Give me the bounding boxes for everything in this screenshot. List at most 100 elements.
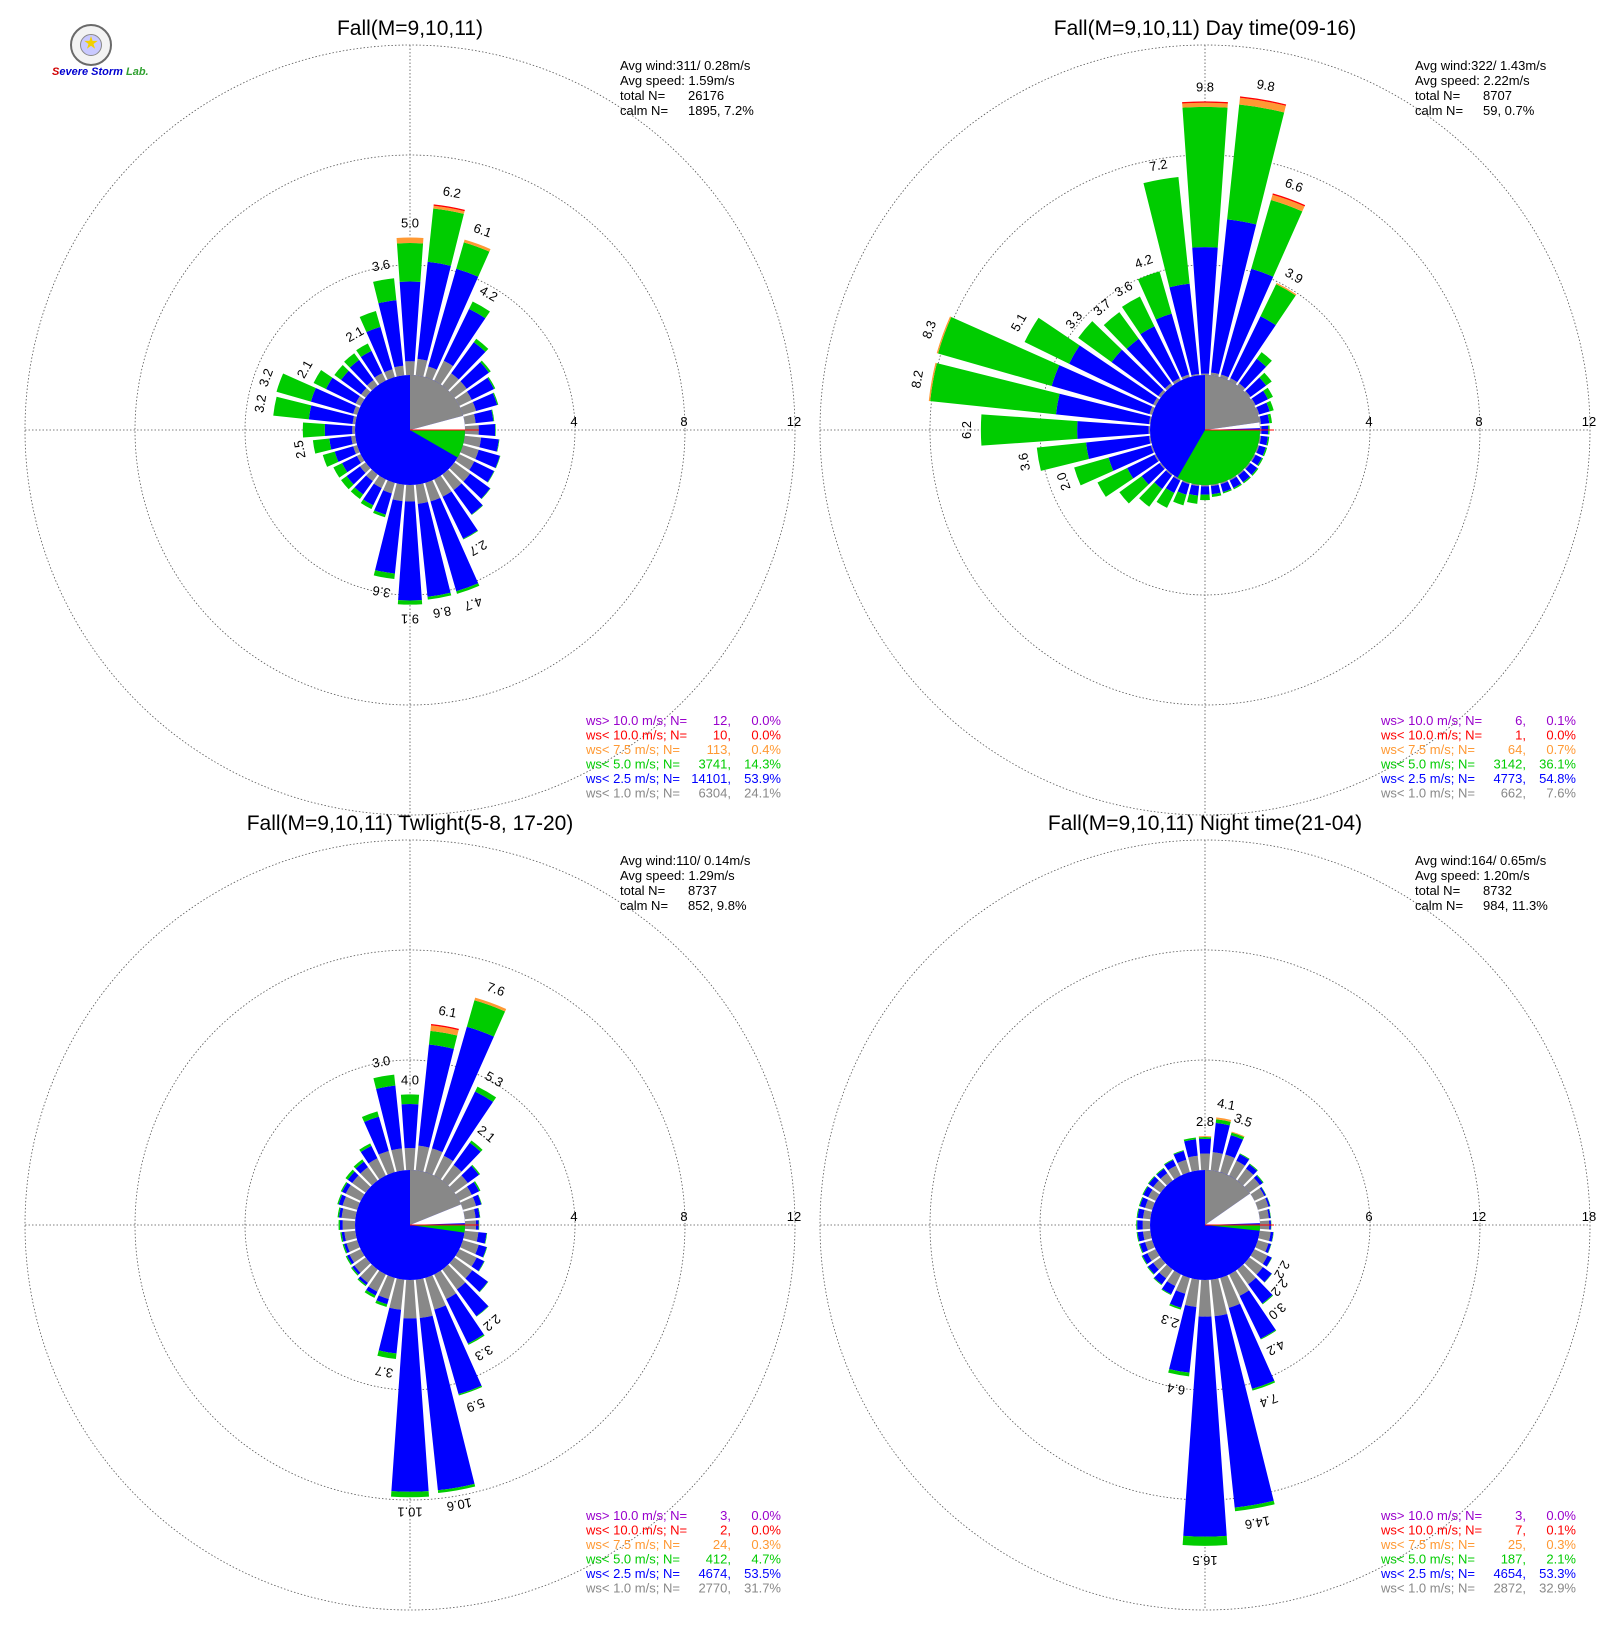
ring-tick-label: 8	[680, 1209, 687, 1224]
wind-bar-segment	[342, 1220, 356, 1230]
legend-label: ws< 2.5 m/s; N=	[1380, 771, 1475, 786]
wind-bar-segment	[1177, 481, 1190, 495]
stats-line: calm N=	[620, 898, 668, 913]
wind-bar-segment	[376, 1085, 402, 1151]
legend-count: 64,	[1508, 742, 1526, 757]
wind-bar-segment	[1140, 326, 1180, 383]
wind-bar-segment	[1265, 1197, 1271, 1207]
wind-bar-segment	[1210, 1152, 1223, 1172]
wind-bar-segment	[1142, 1253, 1152, 1264]
direction-label: 3.7	[374, 1363, 394, 1381]
legend-percent: 53.3%	[1539, 1566, 1576, 1581]
wind-bar-segment	[417, 502, 451, 597]
wind-bar-segment	[349, 359, 374, 386]
wind-bar-segment	[338, 1194, 346, 1206]
direction-label: 2.3	[1159, 1311, 1181, 1331]
wind-bar-segment	[1182, 106, 1228, 248]
wind-bar-segment	[361, 1111, 379, 1122]
legend-percent: 0.1%	[1546, 713, 1576, 728]
wind-bar-segment	[1192, 247, 1218, 374]
direction-label: 2.1	[343, 323, 366, 345]
direction-label: 6.6	[1283, 175, 1305, 195]
wind-bar-segment	[478, 1207, 481, 1218]
direction-label: 5.0	[401, 216, 419, 231]
direction-label: 2.2	[480, 1311, 503, 1334]
direction-label: 4.0	[401, 1072, 419, 1087]
wind-bar-segment	[1173, 1150, 1184, 1155]
wind-bar-segment	[1266, 400, 1274, 412]
legend-count: 24,	[713, 1537, 731, 1552]
wind-bar-segment	[1201, 373, 1209, 376]
wind-bar-segment	[1187, 494, 1199, 504]
wind-bar-segment	[337, 1194, 343, 1205]
wind-bar-segment	[1078, 321, 1122, 363]
wind-bar-segment	[455, 454, 475, 470]
wind-bar-segment	[415, 483, 428, 504]
wind-bar-segment	[433, 204, 465, 212]
direction-label: 7.6	[485, 979, 507, 999]
wind-bar-segment	[449, 381, 467, 398]
legend-label: ws< 2.5 m/s; N=	[585, 771, 680, 786]
direction-label: 3.0	[371, 1053, 391, 1071]
wind-bar-segment	[1265, 1243, 1272, 1253]
direction-label: 3.9	[1282, 265, 1305, 287]
legend-count: 4674,	[698, 1566, 731, 1581]
wind-bar-segment	[1210, 1278, 1228, 1317]
wind-bar-segment	[1269, 1208, 1272, 1219]
wind-bar-segment	[1167, 1270, 1181, 1286]
wind-bar-segment	[341, 370, 367, 395]
wind-bar-segment	[405, 484, 415, 502]
wind-bar-segment	[1239, 1153, 1250, 1160]
calm-sector	[410, 1170, 461, 1225]
wind-bar-segment	[403, 1279, 417, 1319]
wind-bar-segment	[463, 239, 491, 252]
legend-label: ws< 10.0 m/s; N=	[585, 1523, 687, 1538]
stats-value: 8707	[1483, 88, 1512, 103]
direction-label: 4.2	[1133, 251, 1155, 271]
stats-value: 1895, 7.2%	[688, 103, 754, 118]
wind-bar-segment	[1169, 1290, 1186, 1308]
wind-bar-segment	[479, 1281, 489, 1293]
wind-bar-segment	[1161, 1281, 1176, 1295]
wind-bar-segment	[1097, 467, 1134, 497]
wind-bar-segment	[366, 469, 378, 482]
legend-percent: 7.6%	[1546, 786, 1576, 801]
direction-label: 2.1	[294, 358, 316, 381]
wind-bar-segment	[344, 353, 360, 368]
wind-bar-segment	[1175, 1275, 1190, 1294]
wind-bar-segment	[1220, 480, 1228, 485]
wind-bar-segment	[1220, 374, 1229, 380]
wind-bar-segment	[337, 1207, 341, 1218]
wind-bar-segment	[1145, 1199, 1155, 1210]
wind-bar-segment	[343, 1243, 350, 1253]
wind-bar-segment	[1251, 454, 1262, 466]
legend-count: 4773,	[1493, 771, 1526, 786]
direction-label: 3.6	[1015, 452, 1033, 472]
calm-sector	[410, 415, 465, 430]
wind-bar-segment	[1270, 194, 1305, 212]
wind-bar-segment	[397, 600, 423, 605]
legend-percent: 0.3%	[1546, 1537, 1576, 1552]
wind-bar-segment	[1198, 1279, 1212, 1317]
wind-bar-segment	[1210, 483, 1219, 487]
legend-percent: 0.0%	[751, 1508, 781, 1523]
wind-bar-segment	[419, 1315, 475, 1491]
wind-bar-segment	[430, 1023, 459, 1031]
wind-bar-segment	[1198, 1138, 1212, 1154]
wind-bar-segment	[1237, 1264, 1256, 1285]
wind-bar-segment	[455, 1186, 472, 1201]
wind-bar-segment	[340, 1232, 344, 1242]
stats-line: calm N=	[1415, 103, 1463, 118]
wind-bar-segment	[449, 1175, 468, 1193]
wind-bar-segment	[1211, 219, 1257, 374]
wind-bar-segment	[1259, 372, 1272, 386]
chart-title: Fall(M=9,10,11) Twlight(5-8, 17-20)	[247, 812, 574, 835]
wind-bar-segment	[1108, 445, 1154, 471]
legend-percent: 0.1%	[1546, 1523, 1576, 1538]
wind-bar-segment	[1164, 1159, 1177, 1171]
wind-bar-segment	[1258, 435, 1262, 444]
wind-bar-segment	[1255, 1240, 1269, 1252]
wind-bar-segment	[1159, 1264, 1173, 1279]
wind-bar-segment	[428, 1030, 458, 1049]
wind-bar-segment	[310, 388, 356, 414]
